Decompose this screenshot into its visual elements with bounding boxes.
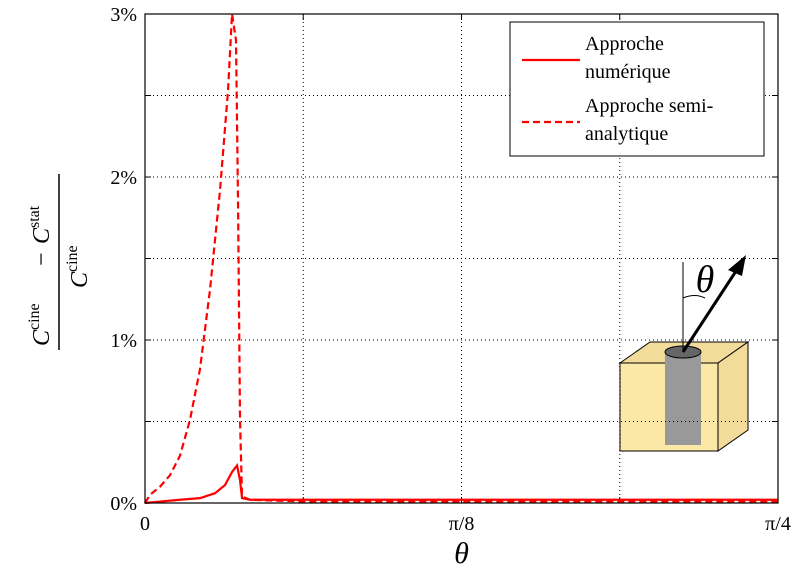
y-tick-label: 2% xyxy=(110,167,137,189)
y-label-sup: cine xyxy=(64,245,81,272)
y-label-term: Ccine xyxy=(26,303,55,346)
y-tick-label: 1% xyxy=(110,330,137,352)
series-line xyxy=(144,13,778,504)
legend-label: Approche semi-analytique xyxy=(585,95,714,145)
y-label-base: C xyxy=(29,329,55,346)
inset-label: θ xyxy=(696,259,715,301)
y-label-sup: cine xyxy=(26,303,43,330)
x-tick-label: π/8 xyxy=(449,513,475,535)
y-label-term: Cstat xyxy=(26,205,55,244)
plot-frame xyxy=(144,13,779,504)
x-tick-label: 0 xyxy=(140,513,150,535)
y-tick-label: 0% xyxy=(110,493,137,515)
y-tick-label: 3% xyxy=(110,4,137,26)
x-tick-label: π/4 xyxy=(765,513,791,535)
legend-label: Approche numérique xyxy=(585,33,671,83)
y-label-base: C xyxy=(29,227,55,244)
x-axis-label: θ xyxy=(454,537,469,570)
y-label-base: C xyxy=(67,271,93,288)
y-label-operator: − xyxy=(29,252,55,266)
legend-box xyxy=(509,21,765,157)
y-label-term: Ccine xyxy=(64,245,93,288)
y-label-sup: stat xyxy=(26,205,43,228)
inset-illustration xyxy=(618,255,750,452)
